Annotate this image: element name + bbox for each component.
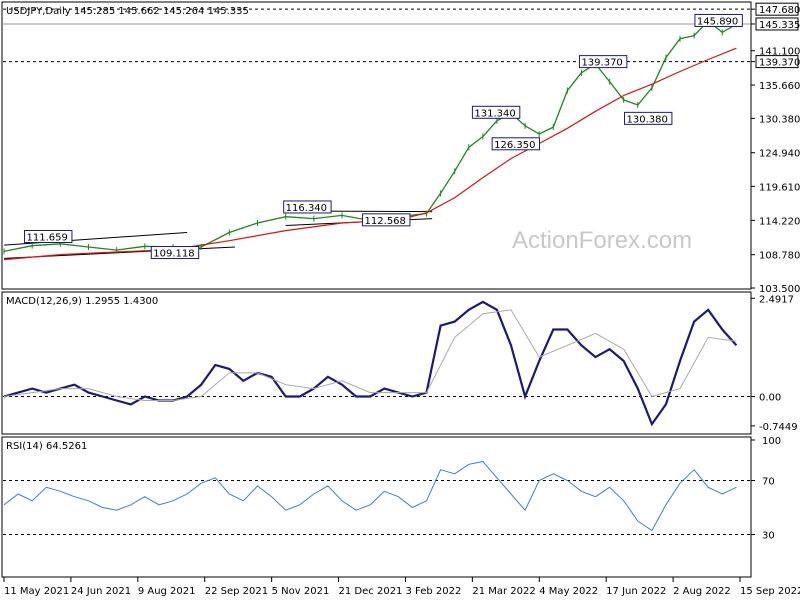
y-tick-label: 100 <box>762 436 781 447</box>
y-tick-label: 139.370 <box>759 58 800 69</box>
price-levels <box>3 8 750 63</box>
macd-pane-frame <box>1 291 752 435</box>
y-tick-label: 30 <box>762 531 775 542</box>
annotation-label: 111.659 <box>27 233 68 244</box>
annotation-box <box>694 13 743 27</box>
annotation-box <box>578 55 628 69</box>
annotation-box <box>491 137 541 151</box>
x-axis: 11 May 2021 24 Jun 2021 9 Aug 2021 22 Sep 2… <box>3 577 800 597</box>
macd-y-axis: 2.4917 0.00 -0.7449 <box>751 294 798 433</box>
x-tick-label: 21 Mar 2022 <box>472 586 535 597</box>
x-tick-label: 15 Sep 2022 <box>740 586 800 597</box>
y-tick-label: 135.660 <box>759 81 800 92</box>
y-tick-label: 108.780 <box>759 251 800 262</box>
y-tick-box <box>755 17 799 31</box>
y-tick-label: 145.335 <box>759 20 800 31</box>
x-tick-label: 21 Dec 2021 <box>339 586 403 597</box>
x-tick-label: 9 Aug 2021 <box>138 586 196 597</box>
annotation-label: 145.890 <box>697 16 738 27</box>
price-annotations: 111.659 109.118 116.340 112.568 131.340 126.3… <box>24 13 743 260</box>
x-tick-label: 11 May 2021 <box>4 586 69 597</box>
y-tick-label: 0.00 <box>759 393 781 404</box>
price-pane-frame <box>1 1 752 290</box>
annotation-box <box>362 213 411 227</box>
annotation-label: 126.350 <box>494 140 535 151</box>
x-tick-label: 22 Sep 2021 <box>205 586 268 597</box>
x-tick-label: 4 May 2022 <box>539 586 598 597</box>
watermark: ActionForex.com <box>512 227 692 254</box>
y-tick-label: 130.380 <box>759 114 800 125</box>
annotation-label: 130.380 <box>627 114 668 125</box>
rsi-y-axis: 100 70 30 <box>751 436 781 542</box>
x-tick-label: 2 Aug 2022 <box>673 586 731 597</box>
y-tick-label: 70 <box>762 477 775 488</box>
macd-line <box>3 300 738 427</box>
y-tick-label: 114.220 <box>759 216 800 227</box>
rsi-levels <box>3 480 750 535</box>
x-tick-label: 24 Jun 2021 <box>71 586 131 597</box>
macd-title: MACD(12,26,9) 1.2955 1.4300 <box>6 296 158 307</box>
y-tick-label: 124.940 <box>759 149 800 160</box>
x-tick-label: 17 Jun 2022 <box>606 586 666 597</box>
annotation-box <box>150 246 200 260</box>
x-tick-label: 3 Feb 2022 <box>405 586 461 597</box>
annotation-label: 112.568 <box>365 216 406 227</box>
annotation-box <box>471 105 521 119</box>
price-title: USDJPY,Daily 145.285 145.662 145.264 145… <box>6 6 249 17</box>
y-tick-label: 141.100 <box>759 47 800 58</box>
y-tick-box <box>755 2 799 16</box>
macd-pane: MACD(12,26,9) 1.2955 1.4300 2.4917 0.00 -0… <box>1 291 798 435</box>
annotation-box <box>24 230 73 244</box>
annotation-label: 109.118 <box>153 249 194 260</box>
annotation-label: 116.340 <box>286 203 327 214</box>
annotation-label: 131.340 <box>474 108 515 119</box>
macd-series-group <box>3 300 738 427</box>
x-tick-label: 5 Nov 2021 <box>272 586 330 597</box>
rsi-pane: RSI(14) 64.5261 100 70 30 <box>1 436 781 578</box>
rsi-line <box>3 461 737 532</box>
macd-signal-line <box>3 309 737 401</box>
annotation-label: 139.370 <box>581 58 622 69</box>
y-tick-label: 103.500 <box>759 284 800 295</box>
annotation-box <box>624 111 673 125</box>
y-tick-label: 147.680 <box>759 5 800 16</box>
y-tick-label: 119.610 <box>759 182 800 193</box>
rsi-title: RSI(14) 64.5261 <box>6 441 87 452</box>
rsi-series-group <box>3 461 737 532</box>
annotation-box <box>283 200 332 214</box>
rsi-pane-frame <box>1 436 752 578</box>
y-tick-label: 2.4917 <box>759 294 794 305</box>
y-tick-label: -0.7449 <box>759 422 798 433</box>
y-tick-box <box>755 55 799 69</box>
price-pane: USDJPY,Daily 145.285 145.662 145.264 145… <box>1 1 800 295</box>
